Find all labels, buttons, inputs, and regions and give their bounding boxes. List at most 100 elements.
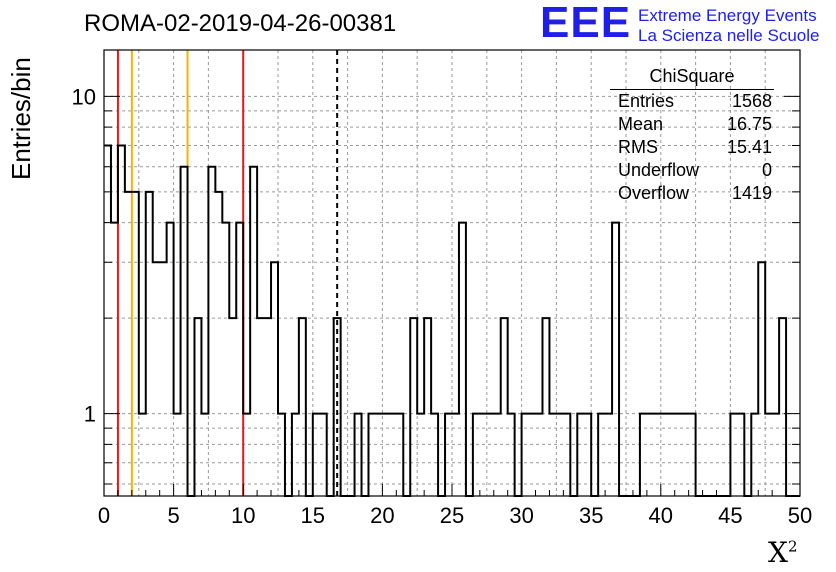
histogram-bin bbox=[160, 262, 167, 496]
histogram-bin bbox=[118, 146, 125, 496]
histogram-bin bbox=[382, 414, 389, 496]
histogram-bin bbox=[529, 414, 536, 496]
histogram-bin bbox=[584, 414, 591, 496]
stats-row: Underflow 0 bbox=[610, 159, 772, 182]
stats-label: Underflow bbox=[618, 160, 700, 180]
histogram-bin bbox=[577, 414, 584, 496]
stats-value: 16.75 bbox=[726, 114, 772, 134]
histogram-bin bbox=[612, 223, 619, 496]
histogram-outline bbox=[104, 144, 800, 497]
histogram-bin bbox=[320, 414, 327, 496]
histogram-bin bbox=[222, 223, 229, 496]
histogram-bin bbox=[334, 318, 341, 496]
stats-value: 0 bbox=[761, 160, 772, 180]
histogram-bin bbox=[501, 318, 508, 496]
histogram-bin bbox=[473, 414, 480, 496]
histogram-bin bbox=[299, 318, 306, 496]
axis-ticks bbox=[103, 95, 801, 496]
stats-row: Overflow 1419 bbox=[610, 182, 772, 205]
histogram-bin bbox=[640, 414, 647, 496]
histogram-bin bbox=[549, 414, 556, 496]
histogram-bin bbox=[201, 414, 208, 496]
histogram-bin bbox=[167, 223, 174, 496]
logo-tagline-2: La Scienza nelle Scuole bbox=[638, 26, 820, 45]
x-tick-label: 5 bbox=[167, 503, 179, 528]
histogram-bin bbox=[480, 414, 487, 496]
histogram-bin bbox=[779, 318, 786, 496]
histogram-bin bbox=[494, 414, 501, 496]
histogram-bin bbox=[431, 414, 438, 496]
histogram-bin bbox=[146, 192, 153, 496]
histogram-bin bbox=[243, 414, 250, 496]
histogram-bin bbox=[389, 414, 396, 496]
histogram-bin bbox=[542, 318, 549, 496]
histogram-bin bbox=[661, 414, 668, 496]
histogram-bin bbox=[737, 414, 744, 496]
histogram-bin bbox=[417, 414, 424, 496]
y-axis-label: Entries/bin bbox=[6, 57, 36, 180]
histogram-bin bbox=[396, 414, 403, 496]
histogram-bin bbox=[174, 414, 181, 496]
histogram-bin bbox=[181, 167, 188, 496]
stats-box: ChiSquare Entries 1568 Mean 16.75 RMS 15.41… bbox=[610, 66, 774, 205]
histogram-bin bbox=[368, 414, 375, 496]
histogram-bin bbox=[125, 192, 132, 496]
histogram-bin bbox=[132, 192, 139, 496]
histogram-bin bbox=[598, 414, 605, 496]
eee-logo-mark: EEE bbox=[540, 0, 632, 47]
histogram-series bbox=[104, 144, 800, 497]
histogram-bin bbox=[424, 318, 431, 496]
x-tick-label: 0 bbox=[98, 503, 110, 528]
histogram-bin bbox=[563, 414, 570, 496]
histogram-bin bbox=[292, 414, 299, 496]
histogram-bin bbox=[194, 318, 201, 496]
logo-tagline-1: Extreme Energy Events bbox=[638, 6, 817, 25]
histogram-bin bbox=[264, 318, 271, 496]
histogram-bin bbox=[375, 414, 382, 496]
stats-value: 1419 bbox=[731, 183, 772, 203]
histogram-bin bbox=[355, 414, 362, 496]
x-tick-label: 45 bbox=[718, 503, 742, 528]
stats-value: 15.41 bbox=[726, 137, 772, 157]
x-tick-label: 15 bbox=[301, 503, 325, 528]
histogram-bin bbox=[675, 414, 682, 496]
x-tick-label: 35 bbox=[579, 503, 603, 528]
histogram-bin bbox=[668, 414, 675, 496]
stats-label: RMS bbox=[618, 137, 658, 157]
histogram-bin bbox=[459, 223, 466, 496]
histogram-bin bbox=[229, 318, 236, 496]
x-tick-label: 40 bbox=[649, 503, 673, 528]
stats-row: Entries 1568 bbox=[610, 90, 772, 113]
histogram-bin bbox=[410, 318, 417, 496]
histogram-bin bbox=[153, 262, 160, 496]
histogram-bin bbox=[522, 414, 529, 496]
y-tick-label: 10 bbox=[72, 84, 96, 109]
x-axis-label-base: X bbox=[768, 536, 788, 569]
stats-label: Overflow bbox=[618, 183, 690, 203]
histogram-bin bbox=[647, 414, 654, 496]
x-tick-label: 50 bbox=[788, 503, 812, 528]
histogram-bin bbox=[278, 414, 285, 496]
histogram-bin bbox=[236, 223, 243, 496]
histogram-bin bbox=[758, 262, 765, 496]
x-tick-label: 30 bbox=[509, 503, 533, 528]
y-tick-label: 1 bbox=[84, 402, 96, 427]
histogram-bin bbox=[111, 223, 118, 496]
x-tick-label: 10 bbox=[231, 503, 255, 528]
histogram-bin bbox=[215, 192, 222, 496]
stats-label: Mean bbox=[618, 114, 664, 134]
histogram-bin bbox=[772, 414, 779, 496]
stats-label: Entries bbox=[618, 91, 675, 111]
histogram-bin bbox=[139, 414, 146, 496]
histogram-bin bbox=[689, 414, 696, 496]
stats-row: RMS 15.41 bbox=[610, 136, 772, 159]
stats-value: 1568 bbox=[731, 91, 772, 111]
x-axis-label: X2 bbox=[768, 536, 797, 569]
histogram-bin bbox=[536, 414, 543, 496]
stats-box-title: ChiSquare bbox=[610, 66, 774, 90]
histogram-bin bbox=[208, 167, 215, 496]
x-tick-label: 25 bbox=[440, 503, 464, 528]
histogram-bin bbox=[682, 414, 689, 496]
histogram-bin bbox=[508, 414, 515, 496]
